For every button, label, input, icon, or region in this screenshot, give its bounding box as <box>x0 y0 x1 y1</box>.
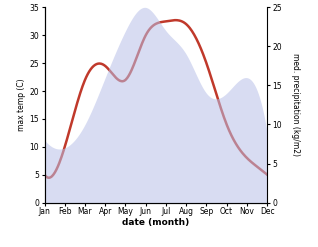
X-axis label: date (month): date (month) <box>122 219 190 227</box>
Y-axis label: max temp (C): max temp (C) <box>17 79 26 131</box>
Y-axis label: med. precipitation (kg/m2): med. precipitation (kg/m2) <box>291 53 300 157</box>
